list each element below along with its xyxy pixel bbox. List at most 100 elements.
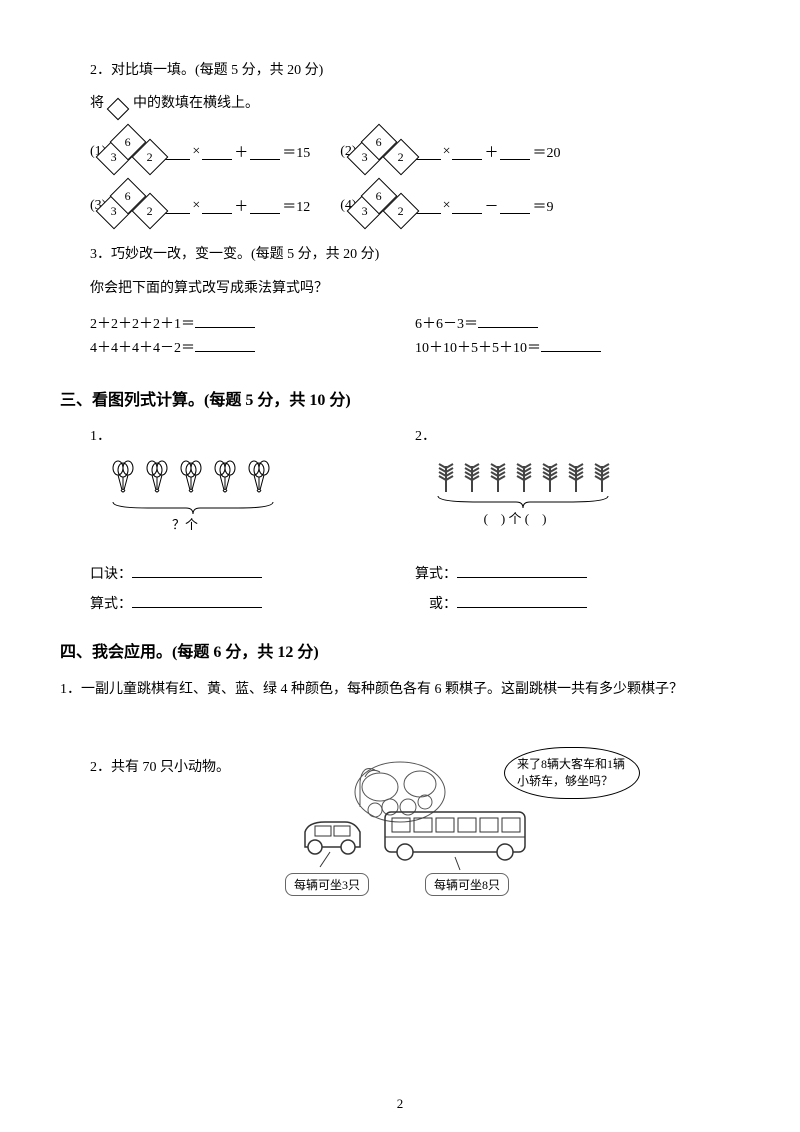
figure-label-2: 2． [415,425,740,445]
op-times: × [443,198,451,214]
section4-title: 四、我会应用。(每题 6 分，共 12 分) [60,638,740,662]
q3-expr: 4＋4＋4＋4－2＝ [90,341,195,356]
wheat-icon [487,460,509,494]
op-plus: ＋ [234,142,248,162]
equation-row-1: (1) 3 6 2 × ＋ ＝15 (2) 3 6 2 × ＋ [90,134,740,170]
blank[interactable] [541,337,601,352]
op-times: × [192,198,200,214]
equation-item-3: (3) 3 6 2 × ＋ ＝12 [90,188,310,224]
q3-item: 4＋4＋4＋4－2＝ [90,337,415,357]
blank[interactable] [452,145,482,160]
diamond-group-icon: 3 6 2 [357,188,409,224]
q3-expr: 10＋10＋5＋5＋10＝ [415,341,541,356]
diamond-val: 3 [111,150,117,165]
diamond-val: 3 [362,204,368,219]
blank[interactable] [195,313,255,328]
diamond-val: 2 [398,204,404,219]
blank[interactable] [195,337,255,352]
section2-q2: 2．对比填一填。(每题 5 分，共 20 分) 将 中的数填在横线上。 [90,58,740,116]
label-koushi: 口诀： [90,567,132,582]
diamond-inline-icon [108,93,130,115]
section4-q1-text: 1．一副儿童跳棋有红、黄、蓝、绿 4 种颜色，每种颜色各有 6 颗棋子。这副跳棋… [60,677,740,702]
wheat-icon [539,460,561,494]
op-plus: ＋ [234,196,248,216]
balloon-icon [246,460,274,500]
balloon-icon [178,460,206,500]
blank[interactable] [500,199,530,214]
wheats-img [435,460,740,494]
vehicle-illustration: 来了8辆大客车和1辆小轿车，够坐吗？ 每辆可坐3只 每辆可坐8只 [290,752,630,902]
blank[interactable] [500,145,530,160]
wheat-icon [513,460,535,494]
blank[interactable] [132,593,262,608]
bus-label-text: 每辆可坐8只 [425,873,509,896]
answer-lines: 口诀： 算式： 算式： 或： [90,563,740,613]
blank[interactable] [132,563,262,578]
wheat-icon [435,460,457,494]
balloon-icon [144,460,172,500]
label-suanshi: 算式： [415,567,457,582]
q3-item: 6＋6－3＝ [415,313,740,333]
balloon-icon [212,460,240,500]
eq-result: ＝9 [532,196,553,216]
op-times: × [443,144,451,160]
blank[interactable] [250,199,280,214]
answer-or: 或： [415,593,740,613]
q3-items: 2＋2＋2＋2＋1＝ 4＋4＋4＋4－2＝ 6＋6－3＝ 10＋10＋5＋5＋1… [90,309,740,361]
eq-result: ＝12 [282,196,310,216]
diamond-group-icon: 3 6 2 [106,134,158,170]
diamond-group-icon: 3 6 2 [106,188,158,224]
diamond-val: 6 [376,135,382,150]
equation-item-1: (1) 3 6 2 × ＋ ＝15 [90,134,310,170]
blank[interactable] [452,199,482,214]
q3-expr: 6＋6－3＝ [415,317,478,332]
blank[interactable] [457,593,587,608]
car-capacity-label: 每辆可坐3只 [285,873,369,896]
q2-subtitle-row: 将 中的数填在横线上。 [90,91,740,116]
wheat-icon [461,460,483,494]
diamond-val: 2 [147,150,153,165]
page: 2．对比填一填。(每题 5 分，共 20 分) 将 中的数填在横线上。 (1) … [0,0,800,1132]
q3-item: 2＋2＋2＋2＋1＝ [90,313,415,333]
section3-title: 三、看图列式计算。(每题 5 分，共 10 分) [60,386,740,410]
equation-row-2: (3) 3 6 2 × ＋ ＝12 (4) 3 6 2 × － [90,188,740,224]
diamond-val: 3 [111,204,117,219]
blank[interactable] [457,563,587,578]
page-number: 2 [0,1096,800,1112]
diamond-val: 6 [376,189,382,204]
eq-result: ＝20 [532,142,560,162]
section4-q2-label: 2．共有 70 只小动物。 [90,752,290,776]
speech-bubble: 来了8辆大客车和1辆小轿车，够坐吗？ [504,747,640,799]
figure-col-1: 1． ？个 [90,425,415,533]
bus-capacity-label: 每辆可坐8只 [425,873,509,896]
section2-q3: 3．巧妙改一改，变一变。(每题 5 分，共 20 分) 你会把下面的算式改写成乘… [90,242,740,300]
label-suanshi: 算式： [90,597,132,612]
answer-suanshi-2a: 算式： [415,563,740,583]
q3-expr: 2＋2＋2＋2＋1＝ [90,317,195,332]
section4-q2: 2．共有 70 只小动物。 [90,752,740,902]
op-times: × [192,144,200,160]
balloon-icon [110,460,138,500]
blank[interactable] [250,145,280,160]
op-minus: － [484,196,498,216]
blank[interactable] [202,145,232,160]
figure-label-1: 1． [90,425,415,445]
wheat-icon [591,460,613,494]
figure-row: 1． ？个 2． ( ) 个 ( ) [90,425,740,533]
diamond-val: 3 [362,150,368,165]
equation-item-4: (4) 3 6 2 × － ＝9 [340,188,553,224]
diamond-group-icon: 3 6 2 [357,134,409,170]
q3-subtitle: 你会把下面的算式改写成乘法算式吗？ [90,276,740,301]
answer-suanshi-1: 算式： [90,593,415,613]
balloons-img [110,460,415,500]
blank[interactable] [478,313,538,328]
q2-subtitle-part1: 将 [90,96,104,111]
diamond-val: 2 [398,150,404,165]
diamond-val: 6 [125,189,131,204]
q3-item: 10＋10＋5＋5＋10＝ [415,337,740,357]
q2-subtitle-part2: 中的数填在横线上。 [133,96,259,111]
equation-item-2: (2) 3 6 2 × ＋ ＝20 [340,134,560,170]
blank[interactable] [202,199,232,214]
under-label-1: ？个 [90,514,280,533]
figure-col-2: 2． ( ) 个 ( ) [415,425,740,533]
